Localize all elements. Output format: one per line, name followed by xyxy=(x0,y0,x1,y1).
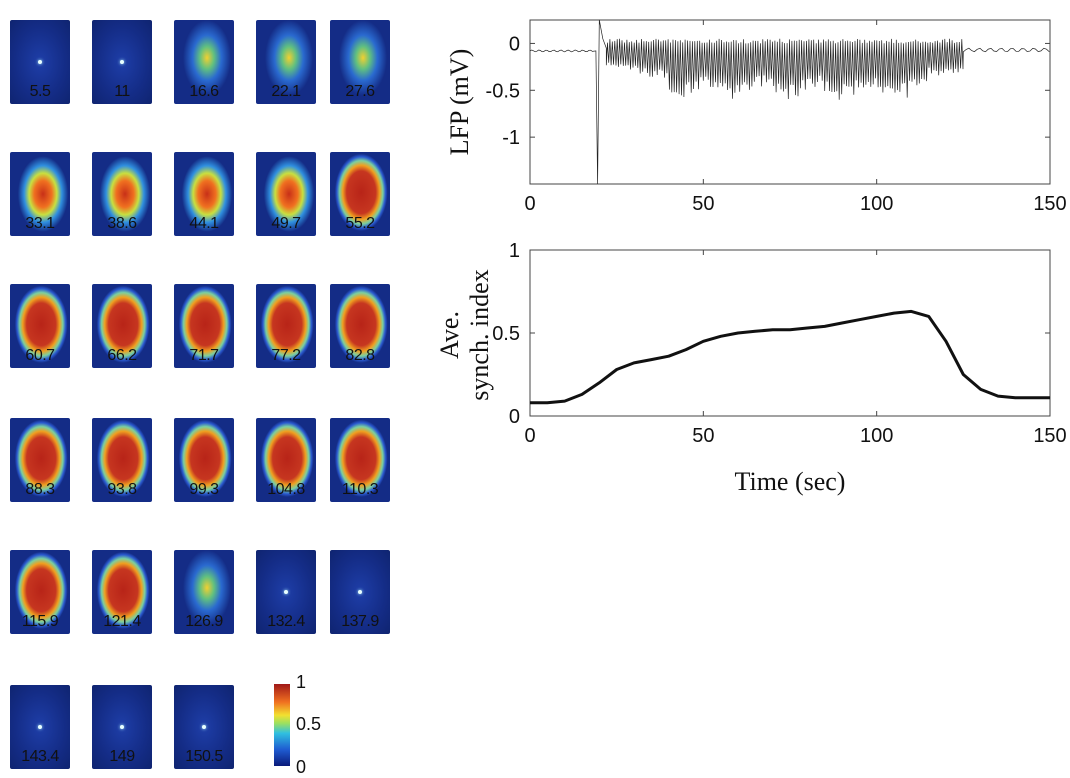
synch-ytick-label: 1 xyxy=(509,240,520,262)
activation-frame: 149 xyxy=(92,685,152,769)
synch-ytick-label: 0 xyxy=(509,406,520,428)
lfp-trace-line xyxy=(530,20,1049,184)
synch-xlabel: Time (sec) xyxy=(735,467,846,496)
synch-xtick-label: 150 xyxy=(1033,425,1066,447)
stimulus-dot xyxy=(120,725,124,729)
lfp-xtick-label: 0 xyxy=(524,193,535,215)
activation-frame: 121.4 xyxy=(92,550,152,634)
colorbar xyxy=(274,684,290,766)
synch-ylabel-line2: synch. index xyxy=(465,269,494,400)
synch-xtick-label: 0 xyxy=(524,425,535,447)
frame-time-label: 121.4 xyxy=(92,613,152,631)
lfp-xtick-label: 100 xyxy=(860,193,893,215)
stimulus-dot xyxy=(38,725,42,729)
lfp-ytick-label: 0 xyxy=(509,33,520,55)
lfp-xtick-label: 150 xyxy=(1033,193,1066,215)
synch-index-line xyxy=(530,311,1050,402)
lfp-axes-box xyxy=(530,20,1050,184)
synch-ytick-label: 0.5 xyxy=(492,323,520,345)
frame-time-label: 115.9 xyxy=(10,613,70,631)
activation-frame: 132.4 xyxy=(256,550,316,634)
activation-frame: 143.4 xyxy=(10,685,70,769)
stimulus-dot xyxy=(202,725,206,729)
stimulus-dot xyxy=(358,590,362,594)
frame-time-label: 149 xyxy=(92,748,152,766)
frame-time-label: 150.5 xyxy=(174,748,234,766)
synch-xtick-label: 100 xyxy=(860,425,893,447)
lfp-ytick-label: -1 xyxy=(502,127,520,149)
colorbar-tick-0: 0 xyxy=(296,757,306,778)
frame-time-label: 137.9 xyxy=(330,613,390,631)
activation-frame: 126.9 xyxy=(174,550,234,634)
stimulus-dot xyxy=(284,590,288,594)
charts-svg: 0 50 100 150 0 -0.5 -1 LFP (mV) 0 50 100 150 0 0.5 1 Av… xyxy=(0,0,1070,520)
synch-xtick-label: 50 xyxy=(692,425,714,447)
activation-frame: 137.9 xyxy=(330,550,390,634)
lfp-xtick-label: 50 xyxy=(692,193,714,215)
activation-frame: 115.9 xyxy=(10,550,70,634)
frame-time-label: 132.4 xyxy=(256,613,316,631)
synch-axes-box xyxy=(530,250,1050,416)
activation-frame: 150.5 xyxy=(174,685,234,769)
frame-time-label: 126.9 xyxy=(174,613,234,631)
colorbar-tick-1: 1 xyxy=(296,672,306,693)
lfp-ylabel: LFP (mV) xyxy=(445,49,474,156)
synch-ylabel-line1: Ave. xyxy=(435,311,464,359)
colorbar-tick-05: 0.5 xyxy=(296,714,321,735)
frame-time-label: 143.4 xyxy=(10,748,70,766)
lfp-ytick-label: -0.5 xyxy=(486,80,520,102)
